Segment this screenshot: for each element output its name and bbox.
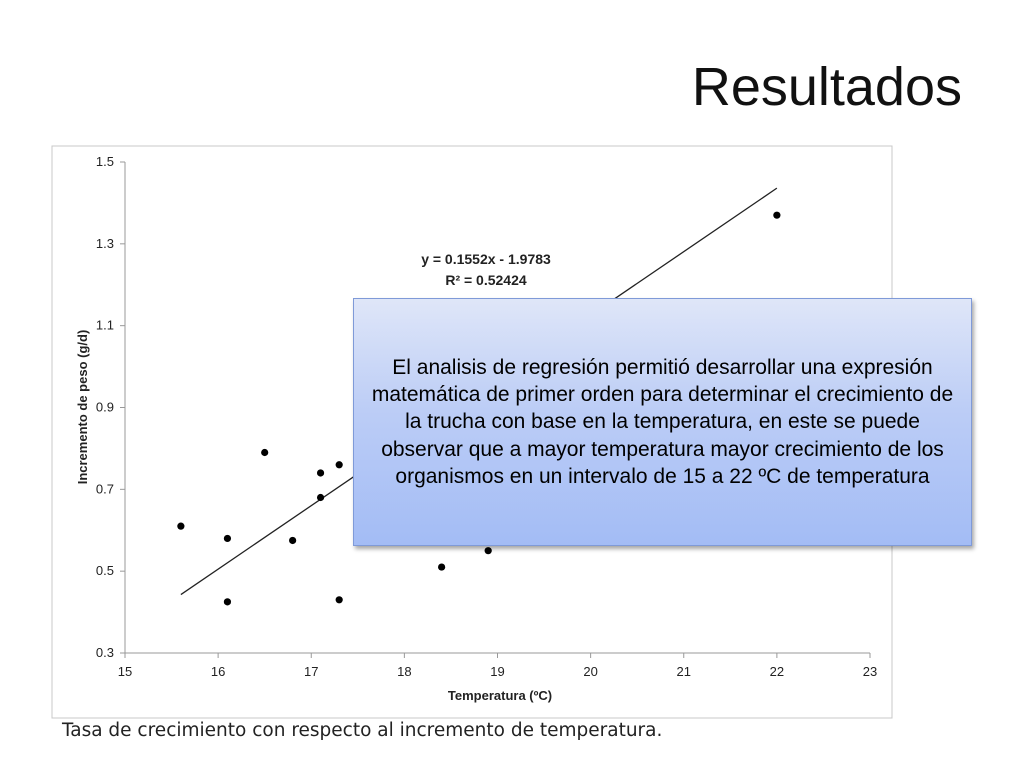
x-tick-label: 21 — [677, 664, 691, 679]
slide-title: Resultados — [691, 57, 962, 117]
y-tick-label: 0.9 — [96, 400, 114, 415]
data-point — [223, 598, 232, 606]
x-tick-label: 22 — [770, 664, 784, 679]
y-tick-label: 0.5 — [96, 563, 114, 578]
y-tick-label: 0.3 — [96, 645, 114, 660]
data-point — [773, 211, 781, 219]
data-point — [484, 547, 492, 555]
data-point — [316, 493, 325, 502]
x-tick-label: 23 — [863, 664, 877, 679]
data-point — [316, 469, 325, 477]
x-tick-label: 16 — [211, 664, 225, 679]
data-point — [335, 596, 343, 604]
x-axis-label: Temperatura (ºC) — [448, 688, 552, 703]
callout-text: El analisis de regresión permitió desarr… — [371, 355, 954, 488]
trendline-equation: y = 0.1552x - 1.9783 — [421, 251, 551, 267]
data-point — [261, 448, 269, 457]
x-tick-label: 20 — [583, 664, 597, 679]
x-tick-label: 17 — [304, 664, 318, 679]
data-points — [177, 211, 781, 606]
data-point — [335, 461, 343, 469]
slide-caption: Tasa de crecimiento con respecto al incr… — [62, 720, 663, 741]
y-tick-label: 1.1 — [96, 318, 114, 333]
axes: 0.3 0.5 0.7 0.9 1.1 1.3 1.5 15 16 17 18 19 20 21 22 23 — [96, 154, 877, 679]
data-point — [223, 534, 232, 543]
data-point — [289, 536, 297, 545]
x-tick-label: 19 — [490, 664, 504, 679]
callout-box: El analisis de regresión permitió desarr… — [353, 298, 972, 546]
x-tick-label: 15 — [118, 664, 132, 679]
data-point — [438, 563, 446, 571]
x-tick-label: 18 — [397, 664, 411, 679]
y-tick-label: 0.7 — [96, 481, 114, 496]
chart-labels: y = 0.1552x - 1.9783 R² = 0.52424 Temper… — [75, 251, 552, 703]
y-axis-label: Incremento de peso (g/d) — [75, 330, 90, 485]
trendline-r2: R² = 0.52424 — [445, 272, 527, 288]
y-tick-label: 1.3 — [96, 236, 114, 251]
y-tick-label: 1.5 — [96, 154, 114, 169]
data-point — [177, 522, 185, 530]
